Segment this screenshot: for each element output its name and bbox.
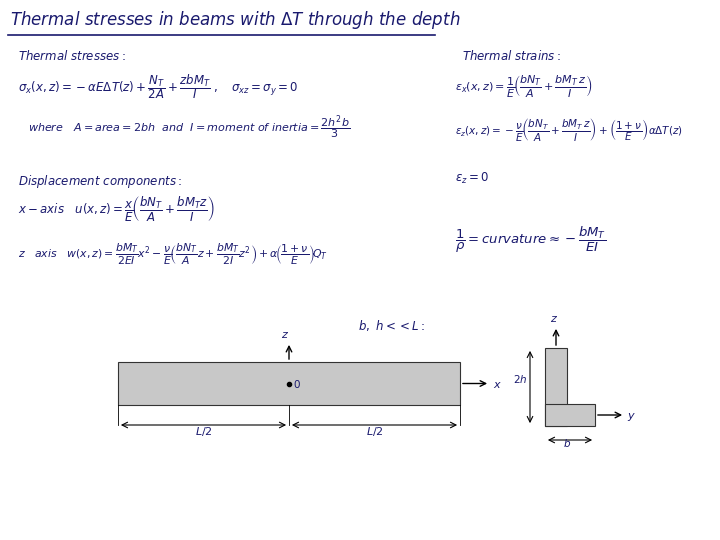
Bar <box>545 404 595 426</box>
Text: $b,\ h << L:$: $b,\ h << L:$ <box>358 318 425 333</box>
Text: $\mathit{Displacement\ components:}$: $\mathit{Displacement\ components:}$ <box>18 173 182 190</box>
Text: $y$: $y$ <box>627 411 636 423</box>
Text: $2h$: $2h$ <box>513 373 528 385</box>
Text: $\mathit{Thermal\ stresses\ in\ beams\ with\ \Delta T\ through\ the\ depth}$: $\mathit{Thermal\ stresses\ in\ beams\ w… <box>10 9 460 31</box>
Text: $0$: $0$ <box>293 377 301 389</box>
Text: $b$: $b$ <box>563 437 571 449</box>
Text: $x - \mathit{axis}\quad u(x,z) = \dfrac{x}{E}\!\left(\dfrac{bN_T}{A} + \dfrac{bM: $x - \mathit{axis}\quad u(x,z) = \dfrac{… <box>18 195 215 224</box>
Text: $L/2$: $L/2$ <box>194 425 212 438</box>
Text: $z\quad \mathit{axis}\quad w(x,z) = \dfrac{bM_T}{2EI}x^2 - \dfrac{\nu}{E}\!\left: $z\quad \mathit{axis}\quad w(x,z) = \dfr… <box>18 241 328 267</box>
Text: $\mathit{Thermal\ stresses:}$: $\mathit{Thermal\ stresses:}$ <box>18 49 126 63</box>
Text: $\sigma_x(x,z) = -\alpha E\Delta T(z) + \dfrac{N_T}{2A} + \dfrac{zbM_T}{I}\ ,\qu: $\sigma_x(x,z) = -\alpha E\Delta T(z) + … <box>18 72 298 101</box>
Text: $\mathit{Thermal\ strains:}$: $\mathit{Thermal\ strains:}$ <box>462 49 561 63</box>
Text: $\varepsilon_x(x,z) = \dfrac{1}{E}\!\left(\dfrac{bN_T}{A} + \dfrac{bM_T\, z}{I}\: $\varepsilon_x(x,z) = \dfrac{1}{E}\!\lef… <box>455 72 593 99</box>
Text: $z$: $z$ <box>281 330 289 340</box>
Text: $\mathit{where}\quad A = \mathit{area} = 2bh\ \ \mathit{and}\ \ I = \mathit{mome: $\mathit{where}\quad A = \mathit{area} =… <box>28 114 350 142</box>
Text: $z$: $z$ <box>550 314 558 324</box>
Text: $\varepsilon_z = 0$: $\varepsilon_z = 0$ <box>455 171 489 186</box>
Text: $L/2$: $L/2$ <box>366 425 383 438</box>
Text: $\varepsilon_z(x,z) = -\dfrac{\nu}{E}\!\left(\dfrac{bN_T}{A} + \dfrac{bM_T\, z}{: $\varepsilon_z(x,z) = -\dfrac{\nu}{E}\!\… <box>455 117 683 144</box>
Bar <box>118 362 460 405</box>
Text: $\dfrac{1}{\rho} = \mathit{curvature} \approx -\dfrac{bM_T}{EI}$: $\dfrac{1}{\rho} = \mathit{curvature} \a… <box>455 225 606 255</box>
Text: $x$: $x$ <box>493 380 502 389</box>
Bar <box>545 348 567 426</box>
